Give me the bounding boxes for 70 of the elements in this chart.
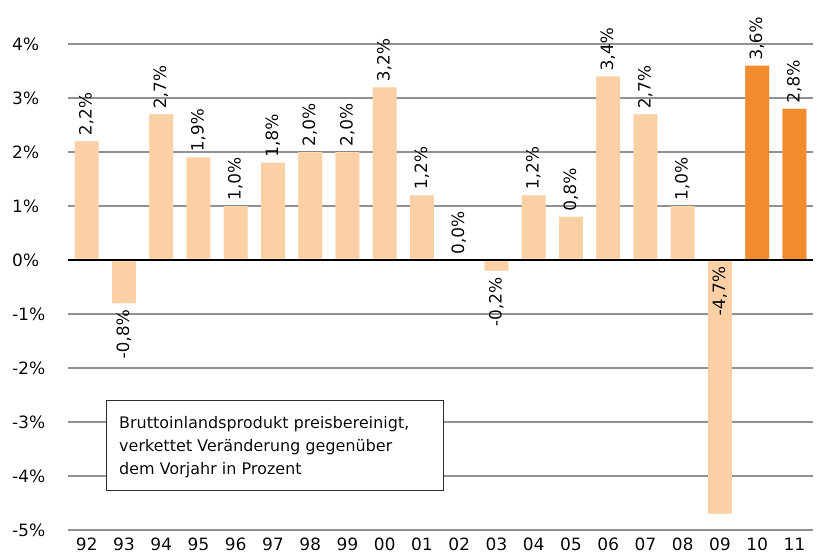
bar	[633, 114, 658, 260]
data-label: 1,2%	[412, 146, 432, 190]
data-label: 0,8%	[560, 168, 581, 211]
x-tick-label: 11	[784, 535, 806, 556]
bar	[260, 162, 285, 260]
bar	[149, 114, 174, 260]
bar	[186, 157, 210, 260]
data-label: 2,0%	[300, 102, 320, 146]
data-label: 1,2%	[524, 146, 544, 190]
data-label: 2,7%	[635, 64, 656, 108]
x-tick-label: 09	[709, 535, 731, 556]
bar	[522, 195, 546, 260]
data-label: 1,0%	[226, 156, 246, 200]
bar	[298, 152, 322, 260]
bar	[74, 141, 99, 260]
bar	[112, 260, 136, 304]
y-tick-label: 1%	[12, 197, 39, 218]
x-tick-label: 06	[597, 535, 619, 556]
x-tick-label: 94	[150, 535, 172, 556]
y-tick-label: 0%	[12, 251, 39, 272]
bar	[484, 260, 508, 271]
x-tick-label: 01	[411, 535, 433, 556]
x-tick-label: 08	[672, 535, 694, 556]
y-tick-label: -1%	[12, 305, 46, 326]
bar	[224, 206, 248, 260]
bar	[708, 260, 732, 514]
data-label: 2,7%	[151, 64, 172, 108]
y-tick-label: -5%	[12, 521, 46, 542]
annotation: Bruttoinlandsprodukt preisbereinigt, verkettet Veränderung gegenüber dem Vorjahr in Prozent	[106, 400, 444, 491]
data-label: -0,8%	[114, 309, 134, 359]
y-tick-label: 2%	[12, 143, 39, 164]
x-tick-label: 96	[224, 535, 246, 556]
data-label: 2,8%	[784, 60, 804, 103]
y-tick-label: -2%	[12, 359, 46, 380]
bar	[782, 108, 806, 260]
y-tick-label: -3%	[12, 413, 46, 434]
x-tick-label: 99	[336, 535, 358, 556]
x-tick-label: 04	[522, 535, 544, 556]
data-label: -4,7%	[710, 266, 730, 316]
y-tick-label: -4%	[12, 467, 46, 488]
x-tick-label: 07	[634, 535, 656, 556]
x-tick-label: 03	[486, 535, 508, 556]
bar	[745, 66, 770, 260]
x-tick-label: 10	[746, 535, 768, 556]
x-tick-label: 97	[262, 535, 284, 556]
y-tick-label: 3%	[12, 89, 39, 110]
y-tick-label: 4%	[12, 35, 39, 56]
x-tick-label: 93	[113, 535, 135, 556]
data-label: 1,9%	[188, 108, 208, 152]
data-label: 0,0%	[449, 210, 470, 254]
data-label: 3,6%	[747, 16, 768, 60]
data-label: 2,0%	[337, 102, 358, 146]
x-tick-label: 00	[374, 535, 396, 556]
data-label: 1,0%	[672, 156, 693, 200]
data-label: 3,4%	[598, 27, 618, 70]
x-tick-label: 98	[299, 535, 321, 556]
x-tick-label: 05	[560, 535, 582, 556]
x-tick-label: 95	[188, 535, 210, 556]
x-tick-label: 02	[448, 535, 470, 556]
bar	[558, 216, 583, 260]
data-label: 3,2%	[374, 38, 395, 82]
bar	[372, 87, 397, 260]
bar	[410, 195, 434, 260]
bar	[596, 76, 620, 260]
x-tick-label: 92	[76, 535, 98, 556]
bar	[670, 206, 695, 260]
data-label: 2,2%	[76, 92, 97, 136]
data-label: -0,2%	[486, 276, 506, 326]
data-label: 1,8%	[262, 114, 283, 157]
bar	[335, 152, 360, 260]
